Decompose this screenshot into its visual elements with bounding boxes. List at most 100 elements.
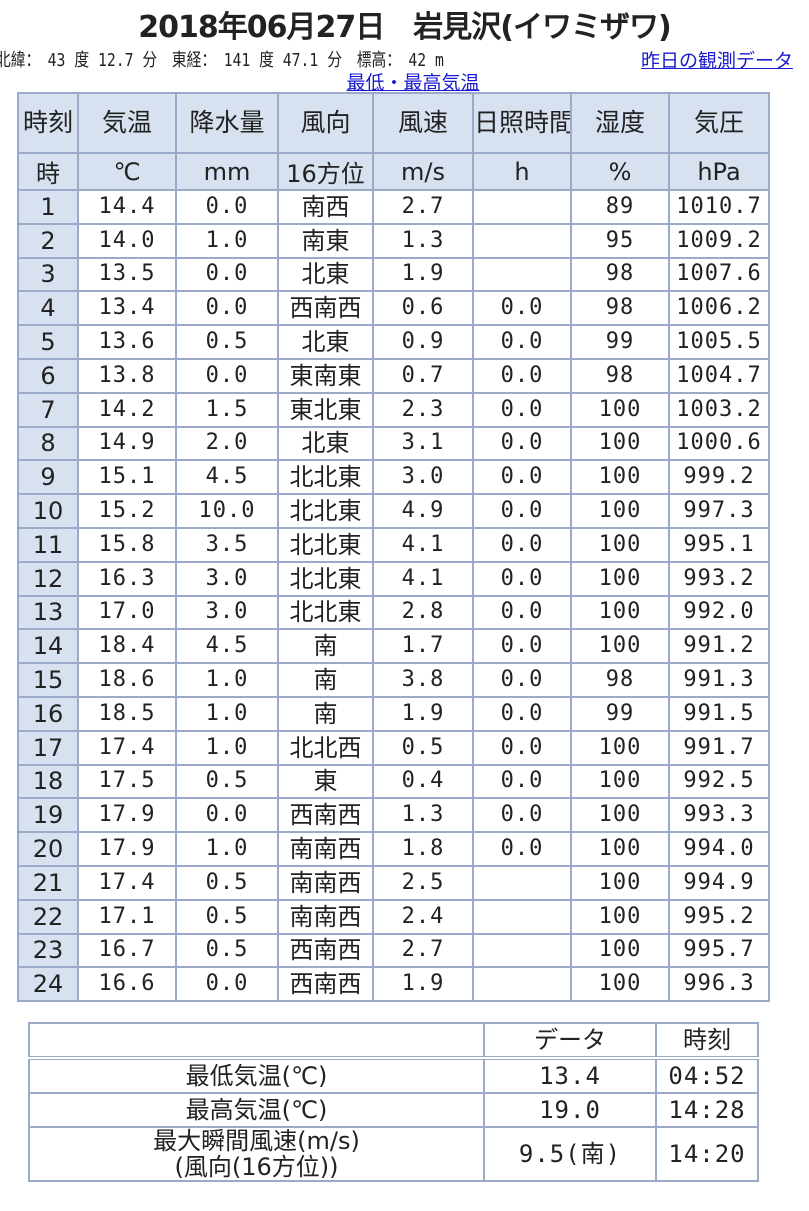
cell [472,898,572,935]
cell: 0.0 [175,290,279,327]
header-row: 時刻 気温 降水量 風向 風速 日照時間 湿度 気圧 [17,92,770,154]
cell: 98 [570,662,670,698]
cell: 14.0 [77,222,177,259]
cell: 13 [17,594,79,631]
summary-row: 最高気温(℃) 19.0 14:28 [28,1092,759,1128]
table-row: 19 17.9 0.0 西南西 1.3 0.0 100 993.3 [17,797,770,834]
cell: データ [483,1022,657,1060]
cell: 2.3 [372,391,474,428]
cell: 17 [17,729,79,766]
cell: 4.5 [175,459,279,496]
cell: 北北東 [277,560,374,597]
cell: 04:52 [655,1057,759,1094]
cell: 西南西 [277,932,374,969]
cell: 風向 [277,92,374,154]
cell: 北東 [277,256,374,293]
cell: 2.4 [372,898,474,935]
cell: 11 [17,526,79,563]
cell: 0.0 [472,662,572,698]
table-row: 4 13.4 0.0 西南西 0.6 0.0 98 1006.2 [17,290,770,327]
cell: 北北東 [277,526,374,563]
cell: 7 [17,391,79,428]
cell: 997.3 [668,493,770,529]
cell: 3.1 [372,425,474,462]
cell: 南南西 [277,831,374,867]
cell: 14:20 [655,1126,759,1182]
cell [472,932,572,969]
cell: 17.4 [77,864,177,901]
cell: 西南西 [277,966,374,1003]
table-row: 22 17.1 0.5 南南西 2.4 100 995.2 [17,898,770,935]
cell: 0.0 [472,324,572,360]
cell: 2.0 [175,425,279,462]
cell: 0.0 [472,831,572,867]
cell: 1004.7 [668,357,770,394]
cell: 18.4 [77,628,177,665]
cell: 16.3 [77,560,177,597]
cell: 2.7 [372,932,474,969]
cell: 15.1 [77,459,177,496]
cell: 16方位 [277,152,374,191]
cell: 南南西 [277,864,374,901]
cell: 東北東 [277,391,374,428]
cell: 100 [570,425,670,462]
cell: 13.8 [77,357,177,394]
table-row: 18 17.5 0.5 東 0.4 0.0 100 992.5 [17,763,770,800]
cell: 時刻 [17,92,79,154]
table-row: 20 17.9 1.0 南南西 1.8 0.0 100 994.0 [17,831,770,867]
cell: 1003.2 [668,391,770,428]
table-row: 21 17.4 0.5 南南西 2.5 100 994.9 [17,864,770,901]
cell [472,222,572,259]
cell: 南 [277,628,374,665]
cell: 南 [277,695,374,732]
cell: 992.0 [668,594,770,631]
cell: 0.5 [175,763,279,800]
cell: 0.5 [175,898,279,935]
cell: 0.0 [175,357,279,394]
table-row: 12 16.3 3.0 北北東 4.1 0.0 100 993.2 [17,560,770,597]
table-row: 6 13.8 0.0 東南東 0.7 0.0 98 1004.7 [17,357,770,394]
cell: 0.0 [472,628,572,665]
cell: 西南西 [277,797,374,834]
cell: 100 [570,763,670,800]
cell: 995.1 [668,526,770,563]
station-info: 北緯： 43 度 12.7 分 東経： 141 度 47.1 分 標高： 42 … [0,50,444,71]
cell: 湿度 [570,92,670,154]
cell: 最高気温(℃) [28,1092,485,1128]
cell: 0.4 [372,763,474,800]
cell: 1.0 [175,831,279,867]
cell: 100 [570,459,670,496]
table-row: 17 17.4 1.0 北北西 0.5 0.0 100 991.7 [17,729,770,766]
cell: 時 [17,152,79,191]
cell: 4.9 [372,493,474,529]
cell: 3.5 [175,526,279,563]
cell: 1.5 [175,391,279,428]
cell: 100 [570,898,670,935]
cell: 98 [570,357,670,394]
cell: 14:28 [655,1092,759,1128]
cell: 17.1 [77,898,177,935]
cell: 北東 [277,425,374,462]
cell: 1.0 [175,222,279,259]
cell: 993.3 [668,797,770,834]
cell: m/s [372,152,474,191]
cell: 1.8 [372,831,474,867]
summary-header-row: データ 時刻 [28,1022,759,1060]
cell: 993.2 [668,560,770,597]
table-row: 10 15.2 10.0 北北東 4.9 0.0 100 997.3 [17,493,770,529]
min-max-temp-link[interactable]: 最低・最高気温 [346,72,480,94]
cell: 99 [570,324,670,360]
cell: 14 [17,628,79,665]
cell [472,864,572,901]
cell: 0.9 [372,324,474,360]
cell: 100 [570,729,670,766]
cell: 18.6 [77,662,177,698]
cell: 10 [17,493,79,529]
cell: 95 [570,222,670,259]
cell: 1.9 [372,256,474,293]
cell: 0.5 [175,932,279,969]
cell: 17.9 [77,797,177,834]
cell: 991.2 [668,628,770,665]
yesterday-data-link[interactable]: 昨日の観測データ [640,50,793,72]
cell: 991.5 [668,695,770,732]
